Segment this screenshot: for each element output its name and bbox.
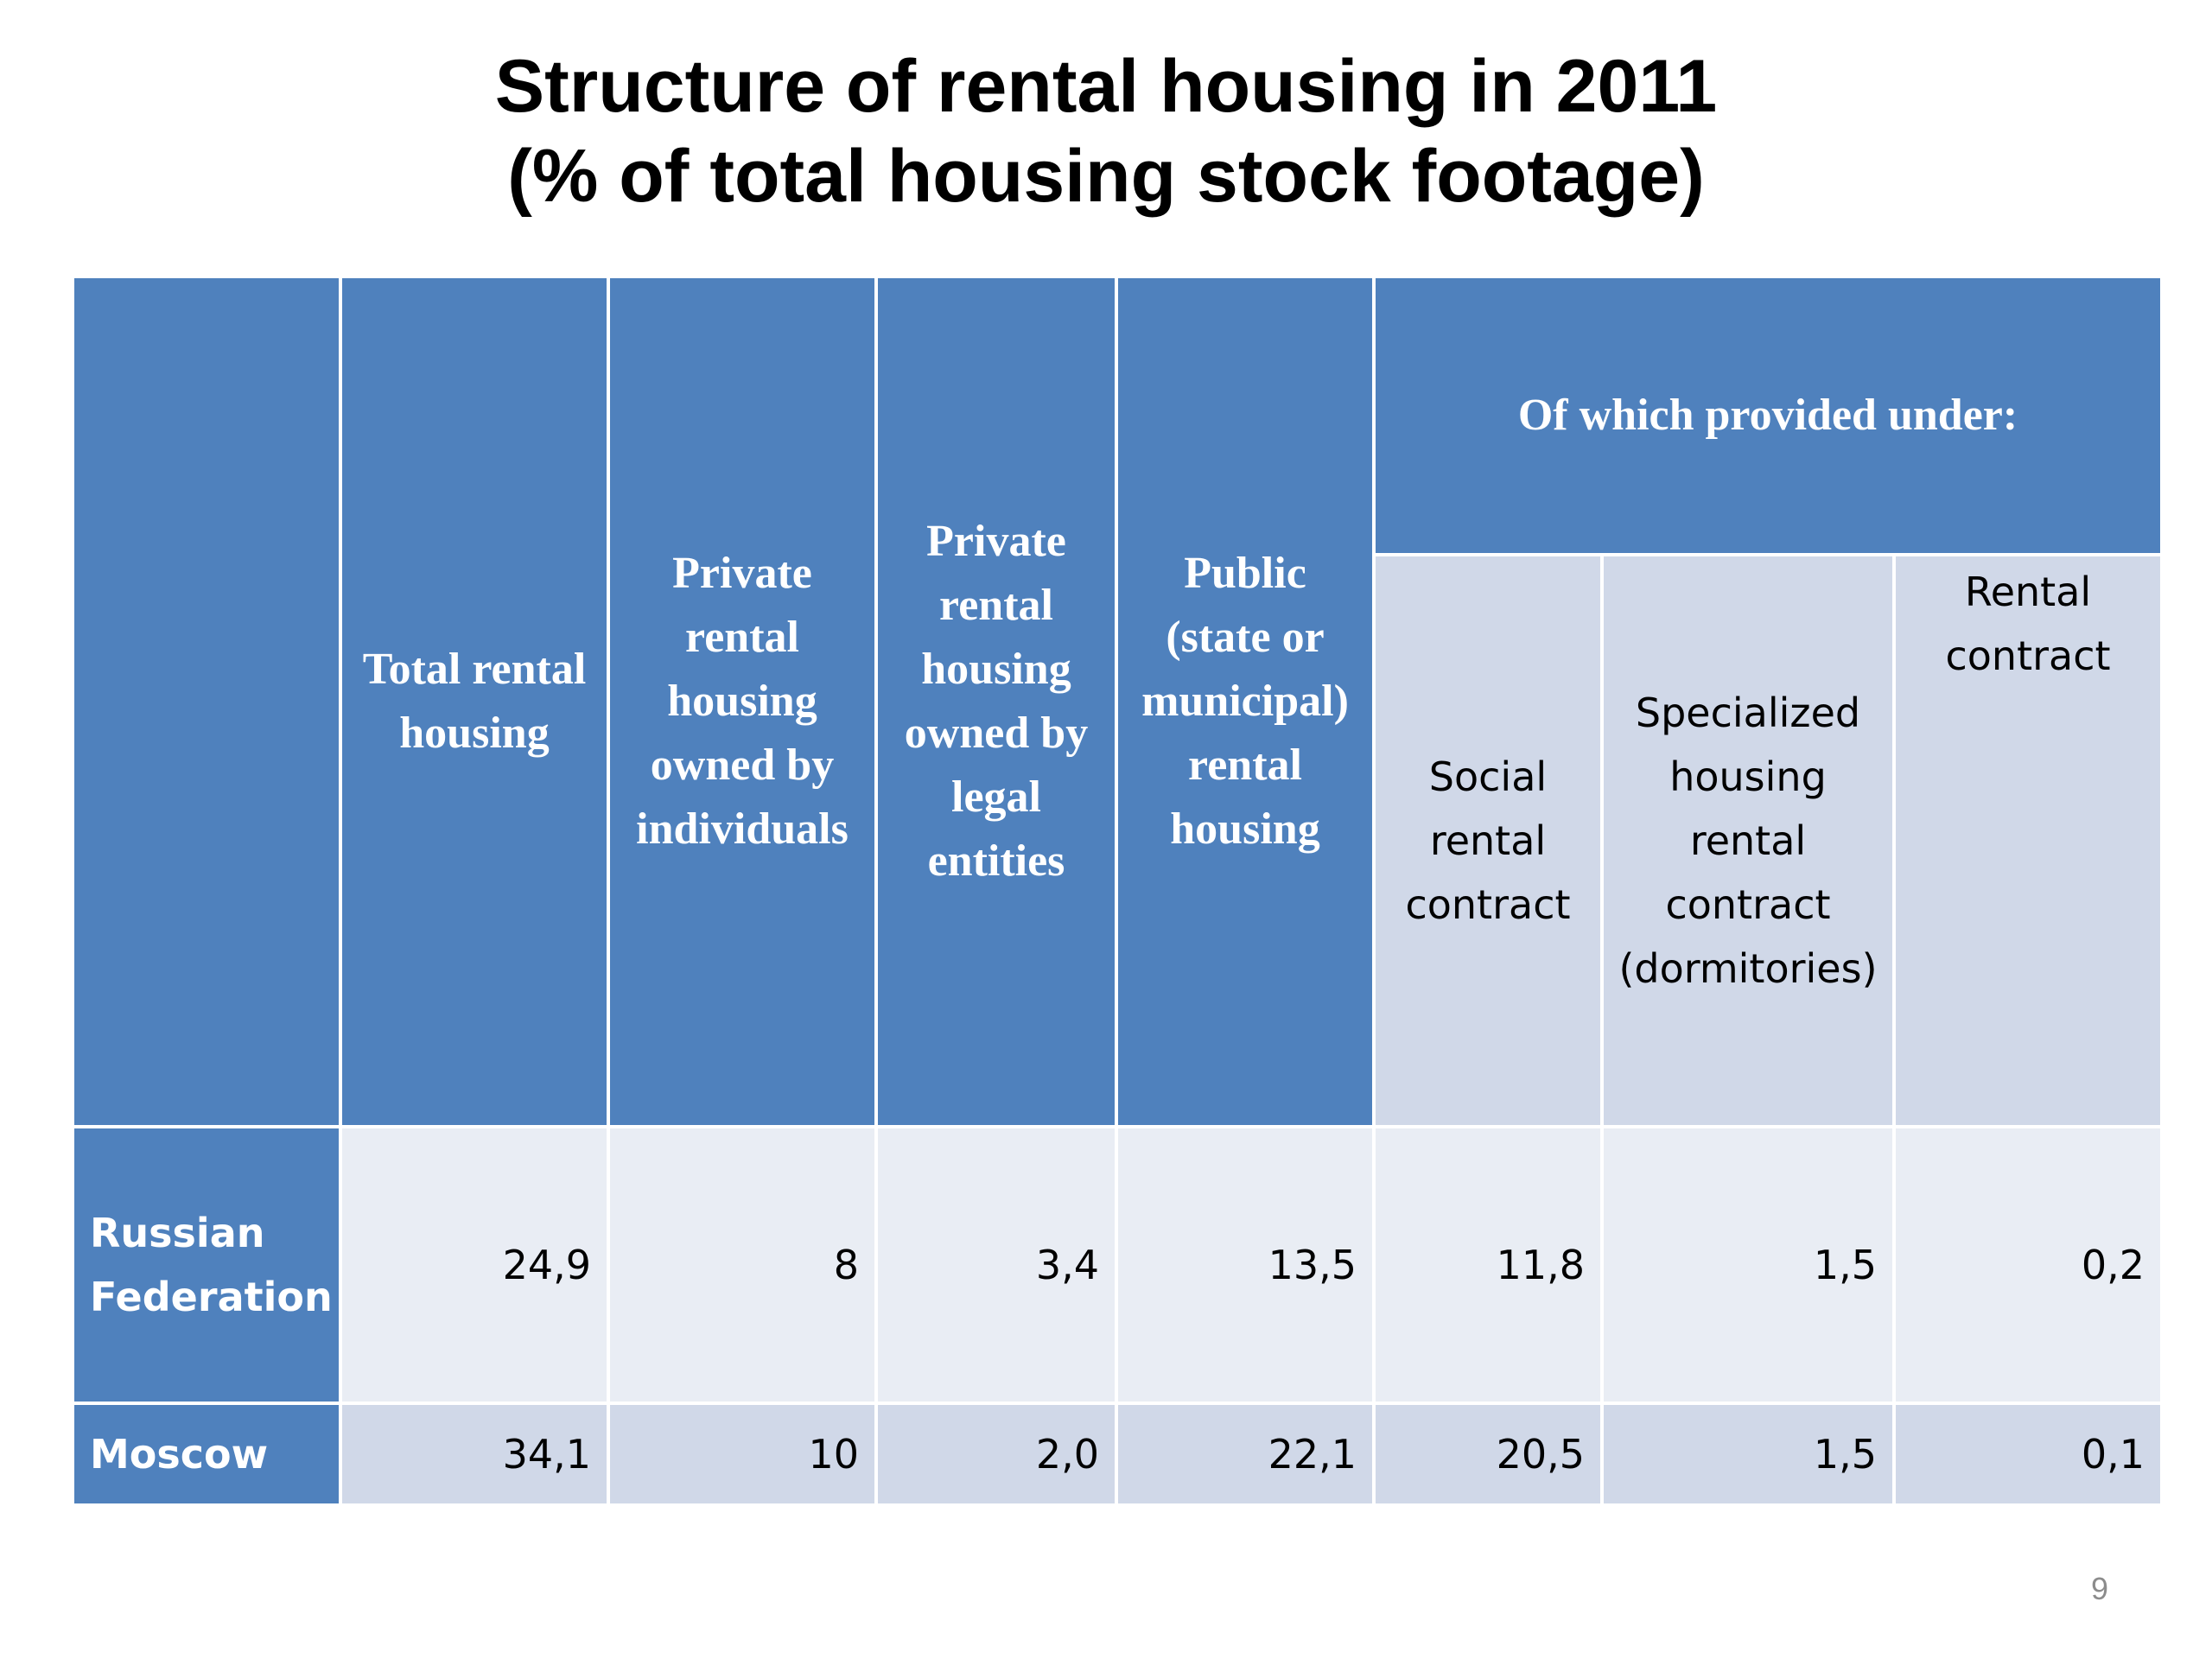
table-cell: 11,8 (1372, 1125, 1604, 1405)
table-cell: 1,5 (1600, 1402, 1896, 1507)
table-cell: 3,4 (874, 1125, 1118, 1405)
table-cell: 1,5 (1600, 1125, 1896, 1405)
header-corner (71, 275, 342, 1128)
table-cell: 2,0 (874, 1402, 1118, 1507)
row-label-moscow: Moscow (71, 1402, 342, 1507)
table-cell: 0,1 (1891, 1402, 2164, 1507)
table-cell: 34,1 (339, 1402, 610, 1507)
header-private-legal: Private rental housing owned by legal en… (874, 275, 1118, 1128)
table-cell: 22,1 (1115, 1402, 1376, 1507)
header-public: Public (state or municipal) rental housi… (1115, 275, 1376, 1128)
header-total-rental: Total rental housing (339, 275, 610, 1128)
slide-title: Structure of rental housing in 2011 (% o… (0, 41, 2212, 221)
table-cell: 8 (607, 1125, 878, 1405)
title-line-1: Structure of rental housing in 2011 (494, 45, 1718, 128)
header-social: Social rental contract (1372, 553, 1604, 1128)
table-cell: 20,5 (1372, 1402, 1604, 1507)
header-group: Of which provided under: (1371, 275, 2164, 556)
header-specialized: Specialized housing rental contract (dor… (1600, 553, 1896, 1128)
title-line-2: (% of total housing stock footage) (507, 135, 1705, 218)
page-number: 9 (2090, 1571, 2108, 1606)
table-cell: 10 (607, 1402, 878, 1507)
rental-housing-table: Total rental housing Private rental hous… (71, 275, 2164, 1507)
header-private-individuals: Private rental housing owned by individu… (607, 275, 878, 1128)
header-rental-contract: Rental contract (1891, 553, 2164, 1128)
table-cell: 0,2 (1891, 1125, 2164, 1405)
table-cell: 13,5 (1115, 1125, 1376, 1405)
row-label-russian-federation: Russian Federation (71, 1125, 342, 1405)
table-cell: 24,9 (339, 1125, 610, 1405)
